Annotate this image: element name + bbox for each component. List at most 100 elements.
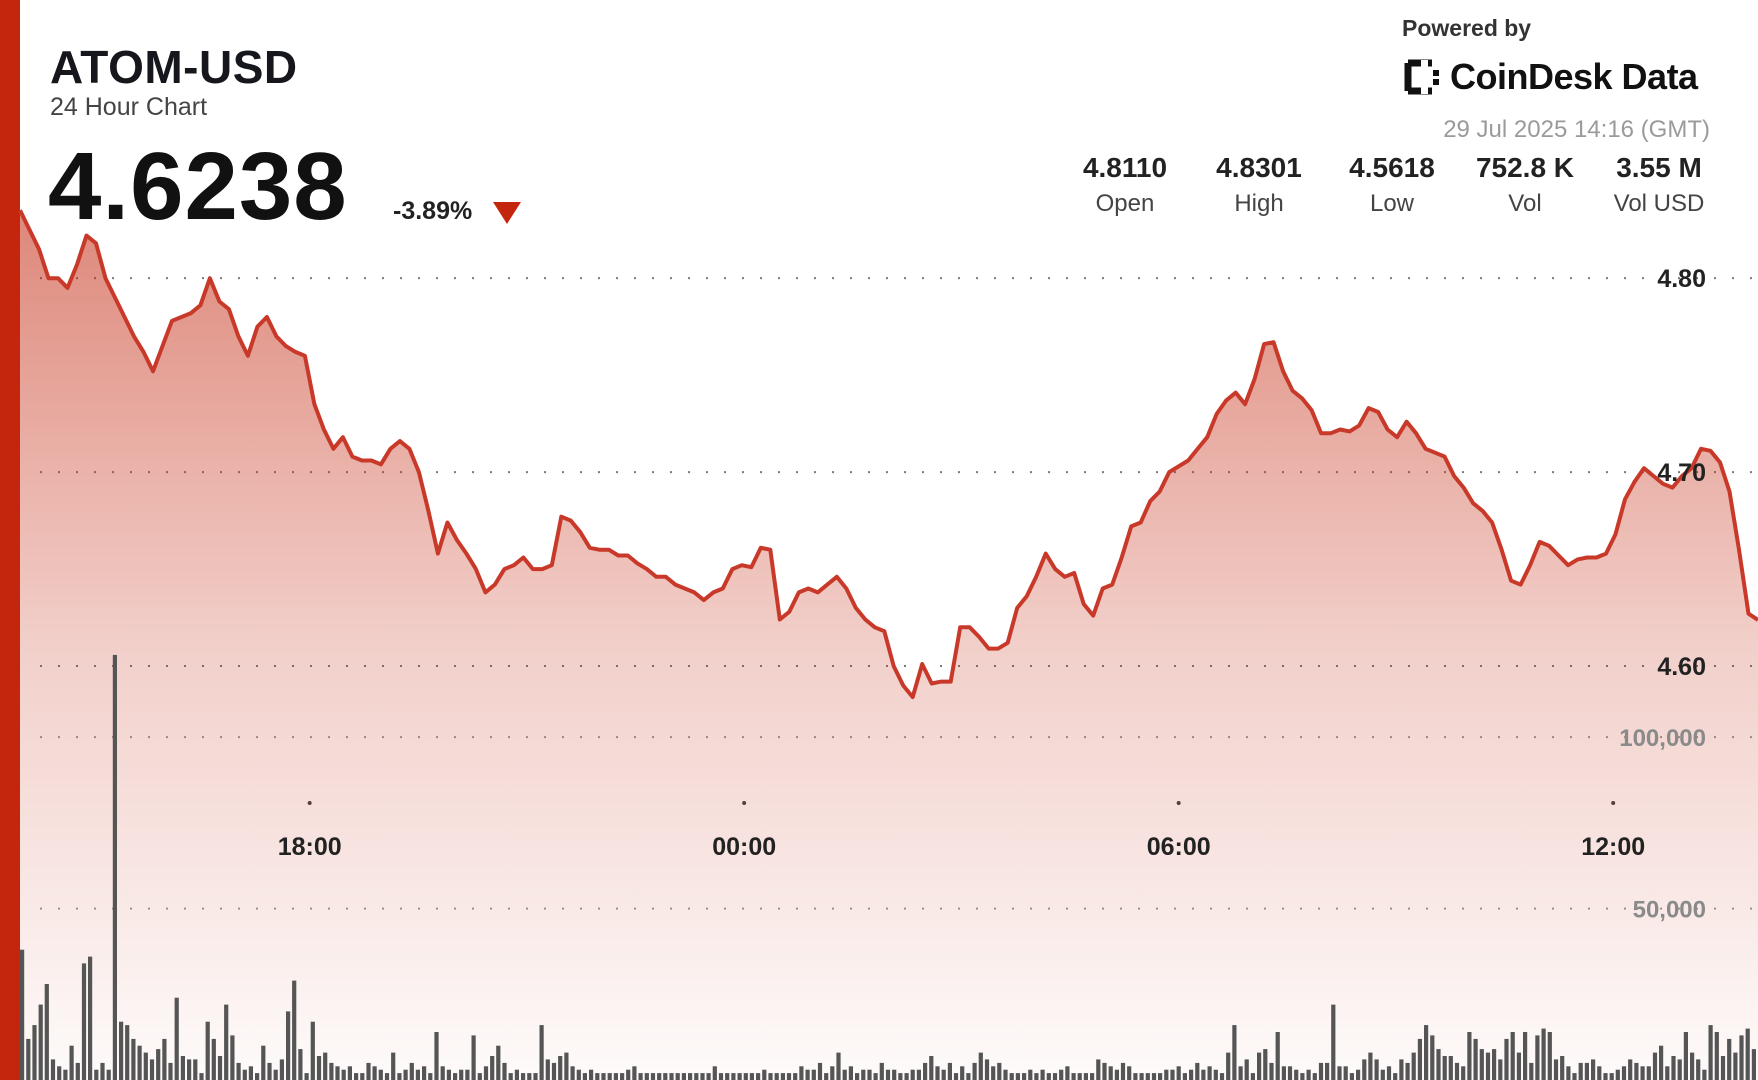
volume-bar [1201,1069,1206,1080]
volume-bar [57,1066,62,1080]
volume-bar [119,1021,124,1080]
volume-bar [1071,1073,1076,1080]
volume-bar [1257,1052,1262,1080]
volume-bar [1652,1052,1658,1080]
volume-bar [1479,1049,1484,1080]
accent-bar [0,0,20,1080]
volume-bar [69,1045,74,1080]
volume-bar [1219,1073,1225,1080]
volume-bar [601,1073,606,1080]
volume-bar [1591,1059,1596,1080]
volume-bar [75,1062,80,1080]
volume-bar [242,1069,247,1080]
volume-bar [1677,1059,1682,1080]
volume-bar [1337,1066,1342,1080]
volume-bar [490,1056,495,1080]
volume-bar [446,1069,451,1080]
volume-tick-label: 100,000 [1619,725,1706,752]
volume-bar [230,1035,235,1080]
volume-bar [1609,1073,1614,1080]
volume-bar [137,1045,142,1080]
volume-bar [1331,1004,1336,1080]
volume-bar [1096,1059,1101,1080]
volume-bar [440,1066,445,1080]
price-tick-label: 4.60 [1657,653,1706,681]
volume-bar [521,1073,526,1080]
volume-bar [335,1066,340,1080]
volume-bar [1164,1069,1169,1080]
volume-bar [1504,1038,1509,1080]
volume-bar [465,1069,470,1080]
stat-open: 4.8110 Open [1083,152,1167,218]
volume-bar [1009,1073,1014,1080]
volume-bar [626,1069,631,1080]
volume-bar [255,1073,260,1080]
volume-bar [1485,1052,1491,1080]
volume-bar [1720,1056,1726,1080]
volume-bar [904,1073,909,1080]
volume-bar [1238,1066,1243,1080]
volume-bar [459,1069,464,1080]
volume-bar [168,1062,173,1080]
volume-bar [706,1073,711,1080]
volume-bar [1646,1066,1651,1080]
price-line [18,209,1758,700]
volume-bar [1516,1052,1521,1080]
volume-bar [898,1073,903,1080]
volume-bar [1690,1052,1695,1080]
volume-bar [514,1069,519,1080]
volume-bar [570,1066,575,1080]
volume-bar [329,1062,334,1080]
volume-bar [1547,1032,1552,1080]
volume-bar [953,1073,959,1080]
volume-bar [1461,1066,1466,1080]
volume-bar [100,1062,105,1080]
volume-bar [1430,1035,1435,1080]
volume-bar [1114,1069,1119,1080]
volume-bar [1349,1073,1354,1080]
volume-bar [1603,1073,1608,1080]
volume-bar [1145,1073,1150,1080]
brand-name: CoinDesk Data [1450,56,1698,97]
stat-value: 3.55 M [1616,152,1702,183]
volume-bar [1566,1066,1571,1080]
volume-bar [217,1056,223,1080]
volume-bar [1065,1066,1070,1080]
volume-bar [1275,1032,1280,1080]
volume-bar [1281,1066,1286,1080]
price-change: -3.89% [393,197,473,225]
volume-bar [1269,1062,1274,1080]
volume-bar [694,1073,699,1080]
volume-bar [273,1069,278,1080]
volume-tick-label: 50,000 [1633,897,1706,924]
down-arrow-icon [493,202,521,224]
volume-bar [1207,1066,1212,1080]
volume-bar [1139,1073,1144,1080]
volume-bar [1436,1049,1441,1080]
volume-bar [533,1073,538,1080]
volume-bar [323,1052,328,1080]
volume-bar [861,1069,866,1080]
volume-bar [1615,1069,1620,1080]
volume-bar [1028,1069,1033,1080]
volume-bar [1127,1066,1132,1080]
volume-bar [1448,1056,1453,1080]
timestamp: 29 Jul 2025 14:16 (GMT) [1443,116,1710,143]
volume-bar [1510,1032,1515,1080]
volume-bar [1176,1066,1181,1080]
volume-bar [1189,1069,1194,1080]
volume-bar [428,1073,433,1080]
volume-bar [1659,1045,1664,1080]
stat-label: Low [1369,190,1415,217]
volume-bar [1040,1069,1045,1080]
volume-bar [1454,1062,1460,1080]
volume-bar [1003,1069,1008,1080]
volume-bar [471,1035,476,1080]
volume-bar [1634,1062,1639,1080]
volume-bar [50,1059,56,1080]
volume-bar [966,1073,971,1080]
volume-bar [1263,1049,1268,1080]
volume-bar [1714,1032,1719,1080]
volume-bar [1584,1062,1589,1080]
volume-bar [558,1056,563,1080]
